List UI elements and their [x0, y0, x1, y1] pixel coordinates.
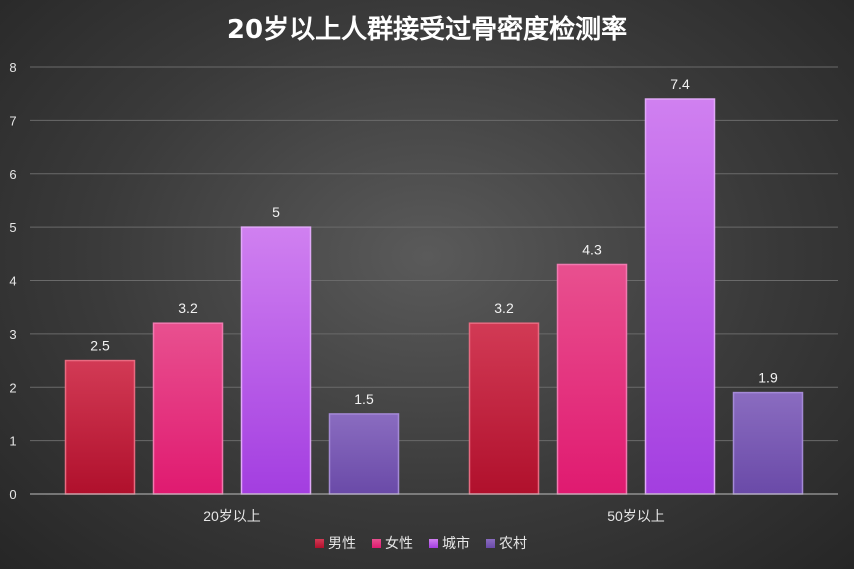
data-label: 7.4	[670, 76, 690, 92]
data-label: 3.2	[178, 300, 198, 316]
legend-swatch	[315, 539, 324, 548]
y-tick-label: 8	[9, 60, 16, 75]
y-tick-label: 2	[9, 380, 16, 395]
y-axis-ticks: 0 1 2 3 4 5 6 7 8	[9, 60, 16, 502]
legend: 男性 女性 城市 农村	[315, 535, 527, 551]
bars	[64, 98, 804, 495]
legend-swatch	[486, 539, 495, 548]
data-label: 3.2	[494, 300, 514, 316]
bar-城市-20岁以上	[240, 226, 312, 495]
bar-男性-20岁以上	[64, 359, 136, 495]
y-tick-label: 0	[9, 487, 16, 502]
gridlines	[30, 66, 838, 442]
data-label: 2.5	[90, 338, 110, 354]
legend-label: 城市	[442, 535, 470, 551]
bar-女性-20岁以上	[152, 322, 224, 495]
y-tick-label: 3	[9, 327, 16, 342]
legend-swatch	[372, 539, 381, 548]
y-tick-label: 4	[9, 274, 16, 289]
data-labels: 2.5 3.2 5 1.5 3.2 4.3 7.4 1.9	[90, 76, 778, 407]
bar-农村-20岁以上	[328, 413, 400, 495]
y-tick-label: 7	[9, 113, 16, 128]
legend-label: 男性	[328, 535, 356, 551]
bar-男性-50岁以上	[468, 322, 540, 495]
bar-农村-50岁以上	[732, 391, 804, 495]
y-tick-label: 1	[9, 434, 16, 449]
x-category-label: 20岁以上	[203, 508, 261, 524]
legend-swatch	[429, 539, 438, 548]
legend-label: 女性	[385, 535, 413, 551]
data-label: 1.5	[354, 391, 374, 407]
data-label: 4.3	[582, 241, 602, 257]
y-tick-label: 5	[9, 220, 16, 235]
legend-label: 农村	[499, 535, 527, 551]
y-tick-label: 6	[9, 167, 16, 182]
x-axis-categories: 20岁以上 50岁以上	[203, 508, 665, 524]
x-category-label: 50岁以上	[607, 508, 665, 524]
data-label: 1.9	[758, 370, 778, 386]
bar-女性-50岁以上	[556, 263, 628, 495]
data-label: 5	[272, 204, 280, 220]
bar-城市-50岁以上	[644, 98, 716, 495]
chart-title: 20岁以上人群接受过骨密度检测率	[227, 14, 627, 45]
